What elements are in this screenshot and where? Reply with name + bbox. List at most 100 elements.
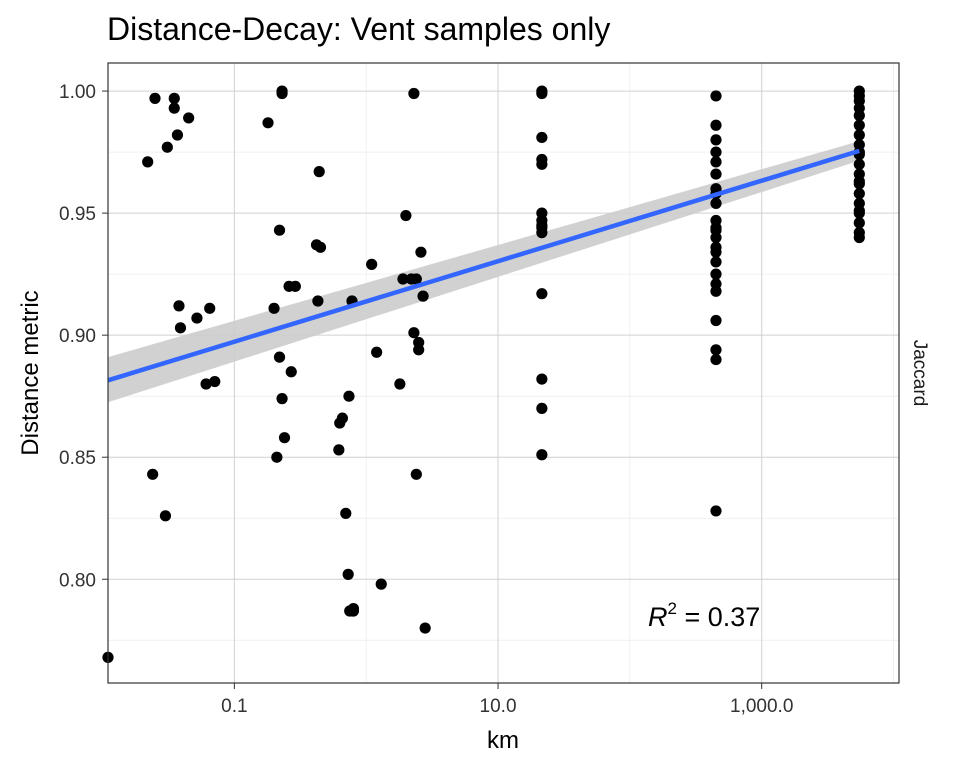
data-point (375, 578, 387, 590)
data-point (710, 344, 722, 356)
data-point (159, 510, 172, 522)
data-point (289, 280, 301, 292)
data-point (410, 273, 422, 285)
trend-layer (107, 148, 860, 383)
x-tick-label: 0.1 (221, 696, 247, 717)
data-point (413, 344, 425, 356)
x-axis-ticks: 0.1 10.0 1,000.0 (221, 683, 793, 717)
data-point (314, 241, 327, 253)
data-point (200, 378, 212, 390)
data-point (168, 102, 180, 114)
data-point (168, 92, 180, 104)
data-point (333, 444, 345, 456)
data-point (410, 468, 422, 480)
data-point (710, 353, 722, 366)
data-point (853, 175, 865, 187)
data-point (710, 256, 722, 268)
data-point (710, 231, 722, 244)
x-tick-label: 1,000.0 (730, 696, 793, 717)
x-tick-label: 10.0 (480, 696, 517, 717)
data-point (204, 302, 216, 314)
data-point (271, 451, 283, 463)
y-tick-label: 0.90 (59, 326, 96, 347)
data-point (710, 156, 722, 168)
data-point (536, 131, 548, 144)
major-gridlines (108, 63, 899, 683)
data-point (536, 158, 548, 170)
data-point (853, 158, 865, 170)
data-point (262, 117, 274, 129)
data-point (366, 258, 378, 270)
x-axis-title: km (487, 727, 519, 754)
r-squared-annotation: R2 = 0.37 (648, 599, 760, 632)
data-point (161, 141, 173, 153)
data-point (276, 393, 288, 405)
chart-title: Distance-Decay: Vent samples only (107, 11, 610, 47)
data-point (536, 373, 548, 385)
data-point (408, 87, 420, 100)
scatter-points (102, 85, 865, 663)
plot-panel-border (107, 62, 900, 684)
data-point (142, 156, 154, 168)
data-point (710, 146, 722, 158)
y-axis-title: Distance metric (17, 290, 44, 455)
data-point (336, 412, 349, 424)
data-point (276, 85, 288, 97)
data-point (183, 112, 195, 124)
data-point (340, 507, 352, 519)
data-point (209, 375, 221, 388)
data-point (400, 209, 412, 222)
data-point (536, 288, 548, 300)
data-point (710, 241, 722, 253)
data-point (285, 366, 297, 378)
minor-gridlines (108, 63, 899, 683)
r-squared-r: R (648, 602, 668, 632)
data-point (853, 129, 865, 141)
data-point (347, 605, 360, 617)
confidence-band (108, 141, 860, 403)
r-squared-exponent: 2 (668, 599, 677, 618)
y-tick-label: 0.95 (59, 204, 96, 225)
data-point (312, 295, 324, 307)
data-point (343, 390, 355, 402)
data-point (191, 312, 203, 324)
data-point (342, 568, 354, 580)
data-point (853, 217, 865, 229)
data-point (710, 119, 722, 131)
data-point (710, 222, 722, 234)
data-point (710, 285, 722, 297)
facet-strip-label: Jaccard (909, 340, 930, 407)
data-point (710, 197, 722, 209)
y-tick-label: 0.85 (59, 448, 96, 469)
trend-line (107, 148, 860, 383)
data-point (710, 268, 722, 280)
data-point (536, 402, 548, 414)
y-tick-label: 0.80 (59, 570, 96, 591)
data-point (710, 134, 722, 146)
data-point (536, 227, 548, 239)
data-point (417, 290, 429, 302)
y-axis-ticks: 0.80 0.85 0.90 0.95 1.00 (59, 82, 108, 591)
data-point (710, 314, 722, 327)
data-point (853, 119, 865, 131)
data-point (268, 302, 280, 314)
data-point (710, 90, 722, 102)
data-point (394, 378, 406, 390)
data-point (419, 622, 431, 634)
data-point (273, 351, 286, 363)
data-point (173, 300, 185, 312)
data-point (710, 505, 722, 517)
data-point (313, 166, 325, 178)
data-point (147, 468, 159, 480)
data-point (415, 246, 427, 258)
data-point (853, 231, 865, 244)
data-point (853, 109, 865, 122)
data-point (408, 327, 420, 339)
data-point (536, 449, 548, 461)
data-point (371, 346, 383, 358)
data-point (710, 168, 722, 180)
r-squared-value: = 0.37 (677, 602, 760, 632)
data-point (853, 187, 865, 200)
data-point (536, 87, 548, 100)
